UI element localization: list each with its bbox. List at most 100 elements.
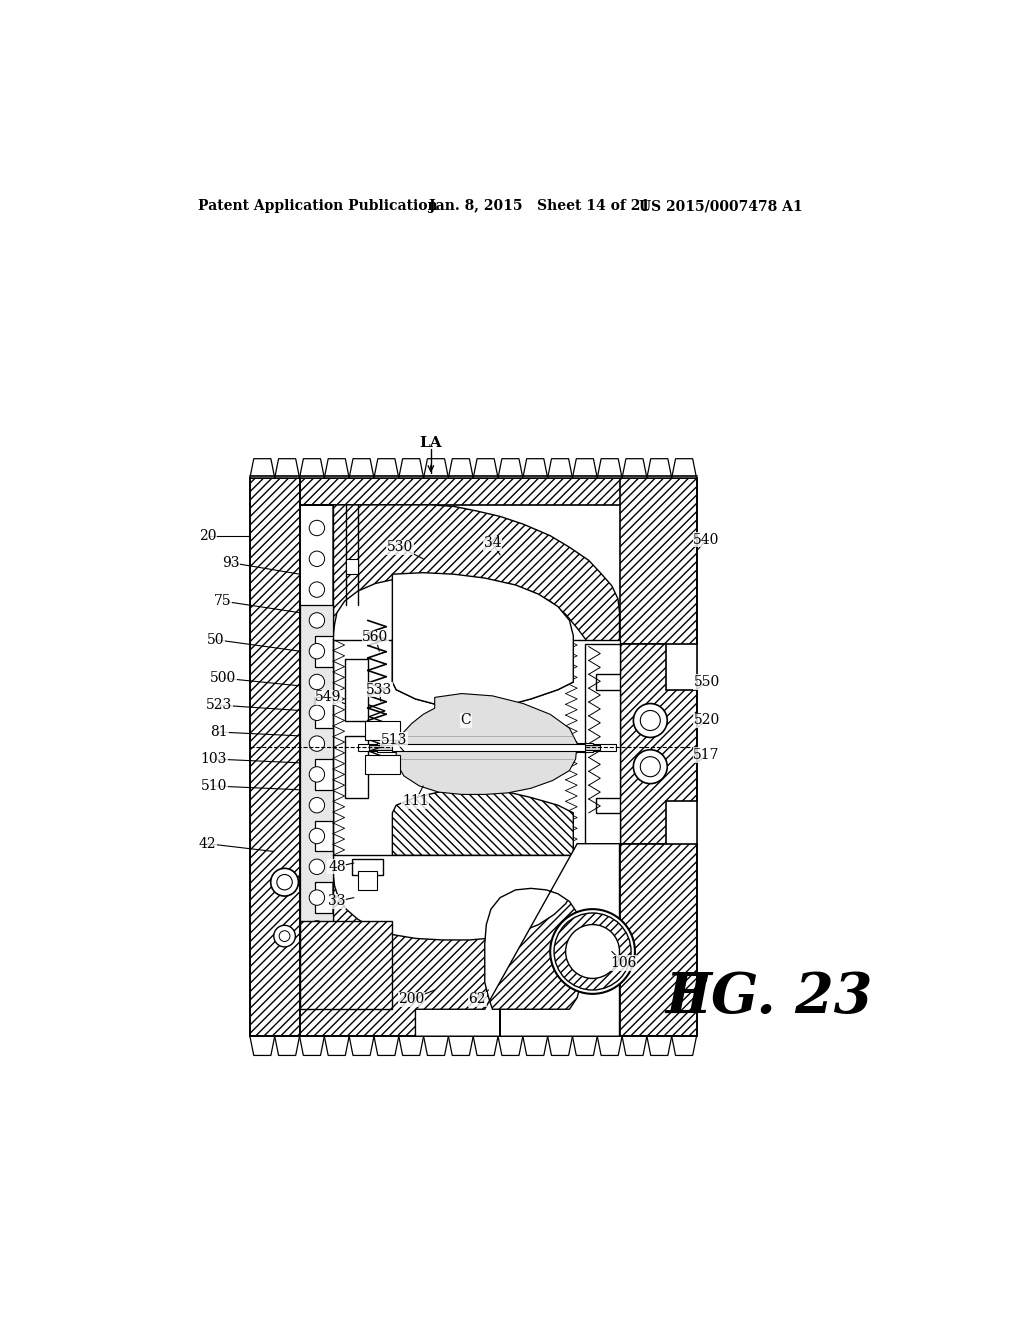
- Circle shape: [309, 829, 325, 843]
- Polygon shape: [349, 459, 374, 478]
- Polygon shape: [374, 1036, 398, 1056]
- Polygon shape: [300, 921, 392, 1010]
- Text: 513: 513: [381, 733, 408, 747]
- Text: 48: 48: [328, 859, 346, 874]
- Circle shape: [634, 750, 668, 784]
- Circle shape: [640, 756, 660, 776]
- Polygon shape: [250, 1010, 696, 1036]
- Polygon shape: [498, 1036, 523, 1056]
- Text: 520: 520: [693, 714, 720, 727]
- Circle shape: [309, 552, 325, 566]
- Text: 533: 533: [367, 682, 392, 697]
- Polygon shape: [622, 1036, 647, 1056]
- Polygon shape: [620, 644, 696, 843]
- Text: 20: 20: [199, 529, 216, 543]
- Polygon shape: [449, 1036, 473, 1056]
- Text: 42: 42: [199, 837, 216, 850]
- Circle shape: [309, 921, 325, 936]
- Text: 62: 62: [468, 993, 485, 1006]
- Text: 517: 517: [693, 748, 720, 762]
- Polygon shape: [647, 1036, 672, 1056]
- Polygon shape: [597, 1036, 622, 1056]
- Polygon shape: [523, 1036, 548, 1056]
- Polygon shape: [672, 1036, 696, 1056]
- Polygon shape: [300, 1036, 325, 1056]
- Circle shape: [309, 890, 325, 906]
- Text: 111: 111: [402, 795, 429, 808]
- Polygon shape: [300, 843, 620, 1036]
- Polygon shape: [274, 1036, 300, 1056]
- Polygon shape: [250, 459, 274, 478]
- Circle shape: [309, 705, 325, 721]
- Circle shape: [309, 797, 325, 813]
- Polygon shape: [274, 459, 300, 478]
- Text: F: F: [666, 970, 706, 1024]
- Polygon shape: [416, 843, 620, 1036]
- Circle shape: [640, 710, 660, 730]
- Text: 93: 93: [222, 556, 240, 570]
- Text: 549: 549: [315, 690, 342, 705]
- Polygon shape: [620, 843, 696, 1036]
- Bar: [377, 743, 593, 752]
- Polygon shape: [498, 459, 523, 478]
- Circle shape: [273, 925, 295, 946]
- Circle shape: [550, 909, 635, 994]
- Circle shape: [309, 859, 325, 875]
- Polygon shape: [473, 1036, 498, 1056]
- Text: Patent Application Publication: Patent Application Publication: [199, 199, 438, 213]
- Circle shape: [309, 767, 325, 781]
- Circle shape: [280, 931, 290, 941]
- Circle shape: [309, 582, 325, 598]
- Polygon shape: [325, 459, 349, 478]
- Polygon shape: [250, 1036, 274, 1056]
- Bar: [352, 859, 383, 875]
- Bar: [392, 744, 585, 750]
- Bar: [345, 659, 368, 721]
- Circle shape: [309, 644, 325, 659]
- Text: 33: 33: [328, 895, 346, 908]
- Polygon shape: [398, 1036, 424, 1056]
- Text: 550: 550: [693, 675, 720, 689]
- Bar: [250, 459, 696, 1056]
- Polygon shape: [424, 1036, 449, 1056]
- Text: 50: 50: [207, 632, 224, 647]
- Polygon shape: [349, 1036, 374, 1056]
- Text: 75: 75: [214, 594, 231, 609]
- Polygon shape: [300, 605, 333, 944]
- Text: 560: 560: [362, 631, 388, 644]
- Polygon shape: [392, 573, 573, 708]
- Circle shape: [565, 924, 620, 978]
- Polygon shape: [424, 459, 449, 478]
- Polygon shape: [374, 459, 398, 478]
- Polygon shape: [392, 640, 573, 708]
- Polygon shape: [548, 459, 572, 478]
- Bar: [346, 558, 357, 574]
- Bar: [357, 871, 377, 890]
- Circle shape: [309, 952, 325, 966]
- Polygon shape: [585, 644, 620, 843]
- Text: 510: 510: [201, 779, 227, 793]
- Text: US 2015/0007478 A1: US 2015/0007478 A1: [639, 199, 803, 213]
- Text: Jan. 8, 2015   Sheet 14 of 21: Jan. 8, 2015 Sheet 14 of 21: [429, 199, 650, 213]
- Bar: [366, 721, 400, 739]
- Polygon shape: [473, 459, 498, 478]
- Circle shape: [276, 874, 292, 890]
- Text: 106: 106: [610, 956, 637, 970]
- Bar: [357, 744, 615, 751]
- Text: 81: 81: [210, 725, 228, 739]
- Circle shape: [309, 520, 325, 536]
- Circle shape: [309, 978, 325, 994]
- Polygon shape: [620, 478, 696, 644]
- Text: LA: LA: [420, 437, 442, 450]
- Circle shape: [270, 869, 298, 896]
- Polygon shape: [449, 459, 473, 478]
- Text: C: C: [460, 714, 471, 727]
- Text: IG. 23: IG. 23: [685, 970, 872, 1024]
- Text: 103: 103: [201, 752, 227, 766]
- Bar: [370, 744, 600, 750]
- Circle shape: [309, 612, 325, 628]
- Polygon shape: [572, 1036, 597, 1056]
- Text: 200: 200: [398, 993, 425, 1006]
- Polygon shape: [250, 478, 696, 506]
- Polygon shape: [300, 459, 325, 478]
